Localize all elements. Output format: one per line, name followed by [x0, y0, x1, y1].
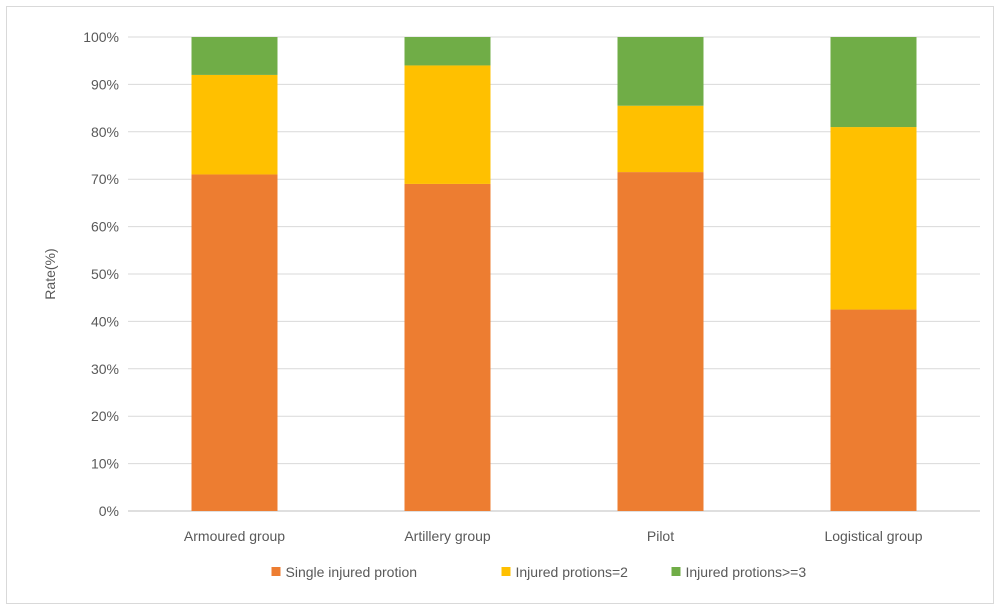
x-tick-label: Logistical group — [824, 528, 922, 544]
legend-item: Injured protions>=3 — [671, 564, 807, 580]
legend-swatch — [501, 567, 511, 576]
y-tick-label: 90% — [91, 76, 119, 92]
bar-segment — [830, 37, 917, 128]
bar-segment — [404, 65, 491, 184]
legend-swatch — [671, 567, 681, 576]
legend-label: Single injured protion — [286, 564, 418, 580]
legend-label: Injured protions>=3 — [686, 564, 807, 580]
y-tick-label: 40% — [91, 313, 119, 329]
bar-segment — [404, 183, 491, 511]
bar-segment — [830, 127, 917, 310]
y-tick-label: 50% — [91, 266, 119, 282]
y-axis-title: Rate(%) — [42, 248, 58, 299]
bar-segment — [830, 309, 917, 511]
bar-segment — [617, 37, 704, 106]
y-tick-label: 60% — [91, 219, 119, 235]
y-tick-label: 30% — [91, 361, 119, 377]
bar-segment — [617, 105, 704, 173]
stacked-bar-chart: 0% 10% 20% 30% 40% 50% 60% 70% 80% 90% 100% Armour… — [42, 29, 980, 580]
y-tick-label: 10% — [91, 456, 119, 472]
legend-label: Injured protions=2 — [516, 564, 629, 580]
legend-item: Injured protions=2 — [501, 564, 629, 580]
bar-segment — [404, 37, 491, 66]
y-tick-label: 100% — [83, 29, 119, 45]
bar-segment — [191, 74, 278, 175]
y-tick-label: 80% — [91, 124, 119, 140]
x-tick-label: Pilot — [647, 528, 674, 544]
y-tick-label: 20% — [91, 408, 119, 424]
bar-segment — [191, 37, 278, 75]
y-tick-label: 0% — [99, 503, 119, 519]
x-tick-labels: Armoured group Artillery group Pilot Logist… — [184, 528, 923, 544]
y-tick-label: 70% — [91, 171, 119, 187]
bar-segment — [617, 172, 704, 511]
chart-frame: 0% 10% 20% 30% 40% 50% 60% 70% 80% 90% 100% Armour… — [6, 6, 994, 604]
y-tick-labels: 0% 10% 20% 30% 40% 50% 60% 70% 80% 90% 100% — [83, 29, 119, 519]
bar-segment — [191, 174, 278, 511]
legend: Single injured protion Injured protions=2… — [271, 564, 807, 580]
x-tick-label: Armoured group — [184, 528, 285, 544]
x-tick-label: Artillery group — [404, 528, 491, 544]
legend-swatch — [271, 567, 281, 576]
bars — [191, 37, 917, 511]
legend-item: Single injured protion — [271, 564, 418, 580]
